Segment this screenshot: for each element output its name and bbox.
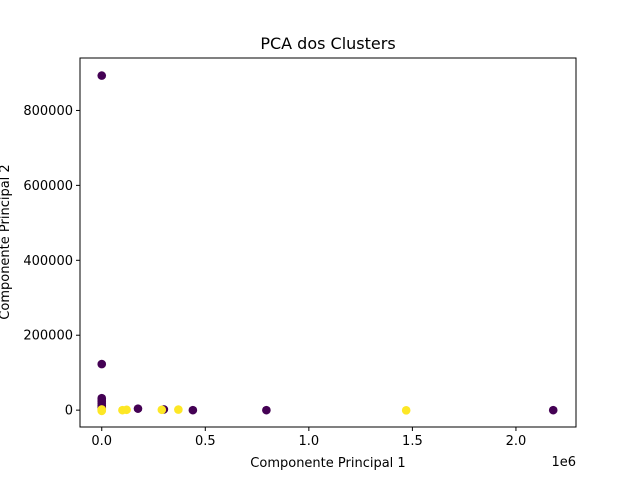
x-axis-offset-label: 1e6 bbox=[551, 455, 576, 470]
scatter-point-cluster-0 bbox=[97, 71, 107, 80]
x-tick-label: 2.0 bbox=[506, 434, 527, 449]
x-axis-label: Componente Principal 1 bbox=[250, 456, 405, 471]
y-axis: 0 200000 400000 600000 800000 bbox=[23, 104, 80, 419]
plot-frame bbox=[79, 57, 577, 428]
y-axis-label: Componente Principal 2 bbox=[0, 164, 13, 319]
scatter-point-cluster-1 bbox=[97, 406, 107, 416]
y-tick-label: 600000 bbox=[23, 179, 73, 194]
y-tick-label: 800000 bbox=[23, 104, 73, 119]
y-tick-label: 400000 bbox=[23, 254, 73, 269]
scatter-point-cluster-0 bbox=[262, 405, 271, 415]
scatter-point-cluster-0 bbox=[97, 359, 107, 369]
x-tick-label: 0.5 bbox=[195, 434, 216, 449]
x-tick-label: 1.0 bbox=[298, 434, 319, 449]
scatter-point-cluster-1 bbox=[174, 405, 183, 414]
y-tick-label: 0 bbox=[65, 404, 73, 419]
scatter-point-cluster-0 bbox=[133, 404, 143, 413]
y-tick-label: 200000 bbox=[23, 329, 73, 344]
scatter-point-cluster-1 bbox=[401, 406, 411, 415]
scatter-point-cluster-1 bbox=[157, 405, 167, 415]
scatter-point-cluster-1 bbox=[122, 405, 131, 415]
x-axis: 0.0 0.5 1.0 1.5 2.0 bbox=[91, 427, 526, 449]
chart-title: PCA dos Clusters bbox=[260, 34, 395, 53]
scatter-point-cluster-0 bbox=[548, 405, 558, 415]
scatter-point-cluster-0 bbox=[188, 405, 198, 415]
x-tick-label: 0.0 bbox=[91, 434, 112, 449]
points-layer bbox=[97, 71, 558, 416]
x-tick-label: 1.5 bbox=[402, 434, 423, 449]
